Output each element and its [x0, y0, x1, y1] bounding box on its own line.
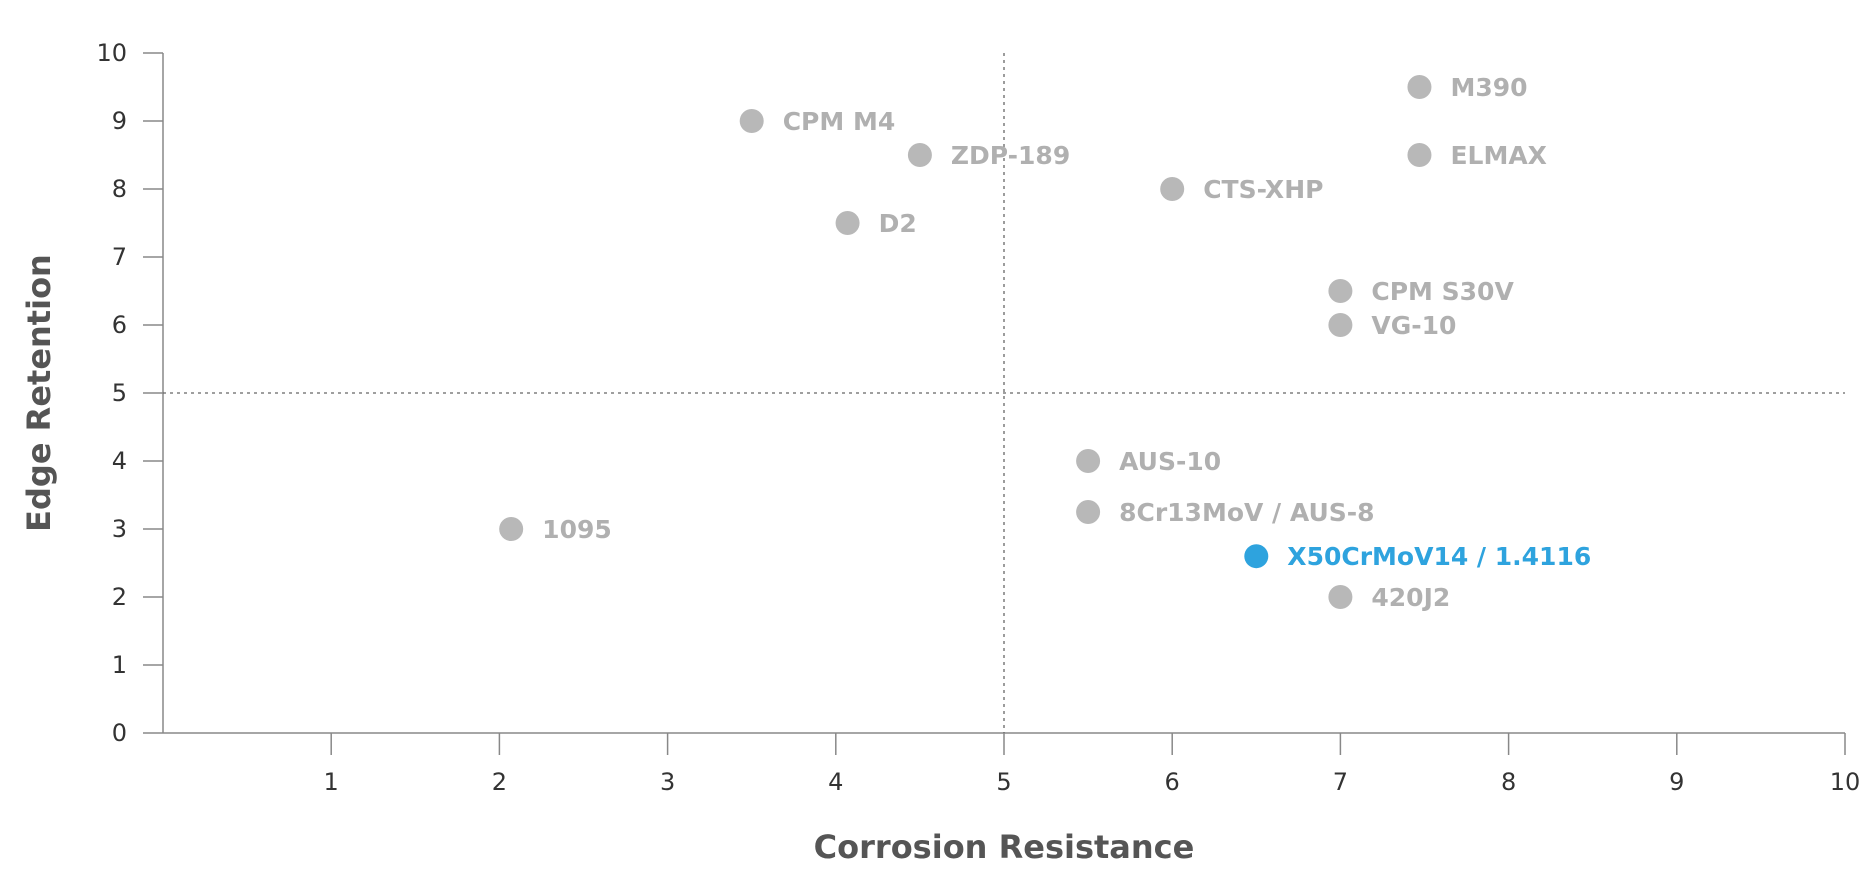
point-zdp-189: [907, 143, 932, 167]
y-tick-label: 3: [112, 515, 127, 543]
point-label-m390: M390: [1450, 73, 1527, 102]
data-points: CPM M4 ZDP-189 D2 M390 ELMAX CTS-XHP CPM S30V V…: [499, 73, 1591, 612]
point-label-d2: D2: [879, 209, 917, 238]
x-tick-label: 9: [1669, 768, 1684, 796]
y-tick-label: 9: [112, 107, 127, 135]
y-tick-label: 1: [112, 651, 127, 679]
reference-lines: [163, 53, 1845, 733]
point-vg-10: [1328, 313, 1353, 337]
point-label-x50crmov14-1-4116: X50CrMoV14 / 1.4116: [1287, 542, 1591, 571]
y-tick-label: 0: [112, 719, 127, 747]
point-label-8cr13mov-aus-8: 8Cr13MoV / AUS-8: [1119, 498, 1374, 527]
point-label-420j2: 420J2: [1371, 583, 1450, 612]
point-m390: [1407, 75, 1432, 99]
y-tick-label: 4: [112, 447, 127, 475]
point-aus-10: [1076, 449, 1101, 473]
x-tick-label: 1: [324, 768, 339, 796]
point-label-cpm-m4: CPM M4: [783, 107, 896, 136]
point-d2: [835, 211, 860, 235]
x-tick-label: 7: [1333, 768, 1348, 796]
point-label-elmax: ELMAX: [1450, 141, 1547, 170]
y-tick-label: 2: [112, 583, 127, 611]
point-label-1095: 1095: [542, 515, 612, 544]
tick-labels: 0 1 2 3 4 5 6 7 8 9 10 1 2 3 4 5 6 7 8 9 10: [96, 39, 1860, 796]
y-tick-label: 8: [112, 175, 127, 203]
point-elmax: [1407, 143, 1432, 167]
x-tick-label: 5: [996, 768, 1011, 796]
x-tick-label: 4: [828, 768, 843, 796]
x-tick-label: 6: [1165, 768, 1180, 796]
point-420j2: [1328, 585, 1353, 609]
x-tick-label: 2: [492, 768, 507, 796]
point-8cr13mov-aus-8: [1076, 500, 1101, 524]
x-tick-label: 8: [1501, 768, 1516, 796]
point-label-zdp-189: ZDP-189: [951, 141, 1070, 170]
point-label-cpm-s30v: CPM S30V: [1371, 277, 1514, 306]
point-label-vg-10: VG-10: [1371, 311, 1456, 340]
y-tick-label: 6: [112, 311, 127, 339]
y-tick-label: 10: [96, 39, 127, 67]
point-x50crmov14-1-4116: [1244, 544, 1269, 569]
point-cpm-s30v: [1328, 279, 1353, 303]
y-tick-label: 5: [112, 379, 127, 407]
x-tick-label: 10: [1830, 768, 1861, 796]
point-label-aus-10: AUS-10: [1119, 447, 1221, 476]
y-axis-title: Edge Retention: [20, 254, 58, 532]
point-label-cts-xhp: CTS-XHP: [1203, 175, 1323, 204]
point-1095: [499, 517, 524, 541]
point-cpm-m4: [739, 109, 764, 133]
x-tick-label: 3: [660, 768, 675, 796]
y-tick-label: 7: [112, 243, 127, 271]
x-axis-title: Corrosion Resistance: [814, 828, 1195, 866]
point-cts-xhp: [1160, 177, 1185, 201]
